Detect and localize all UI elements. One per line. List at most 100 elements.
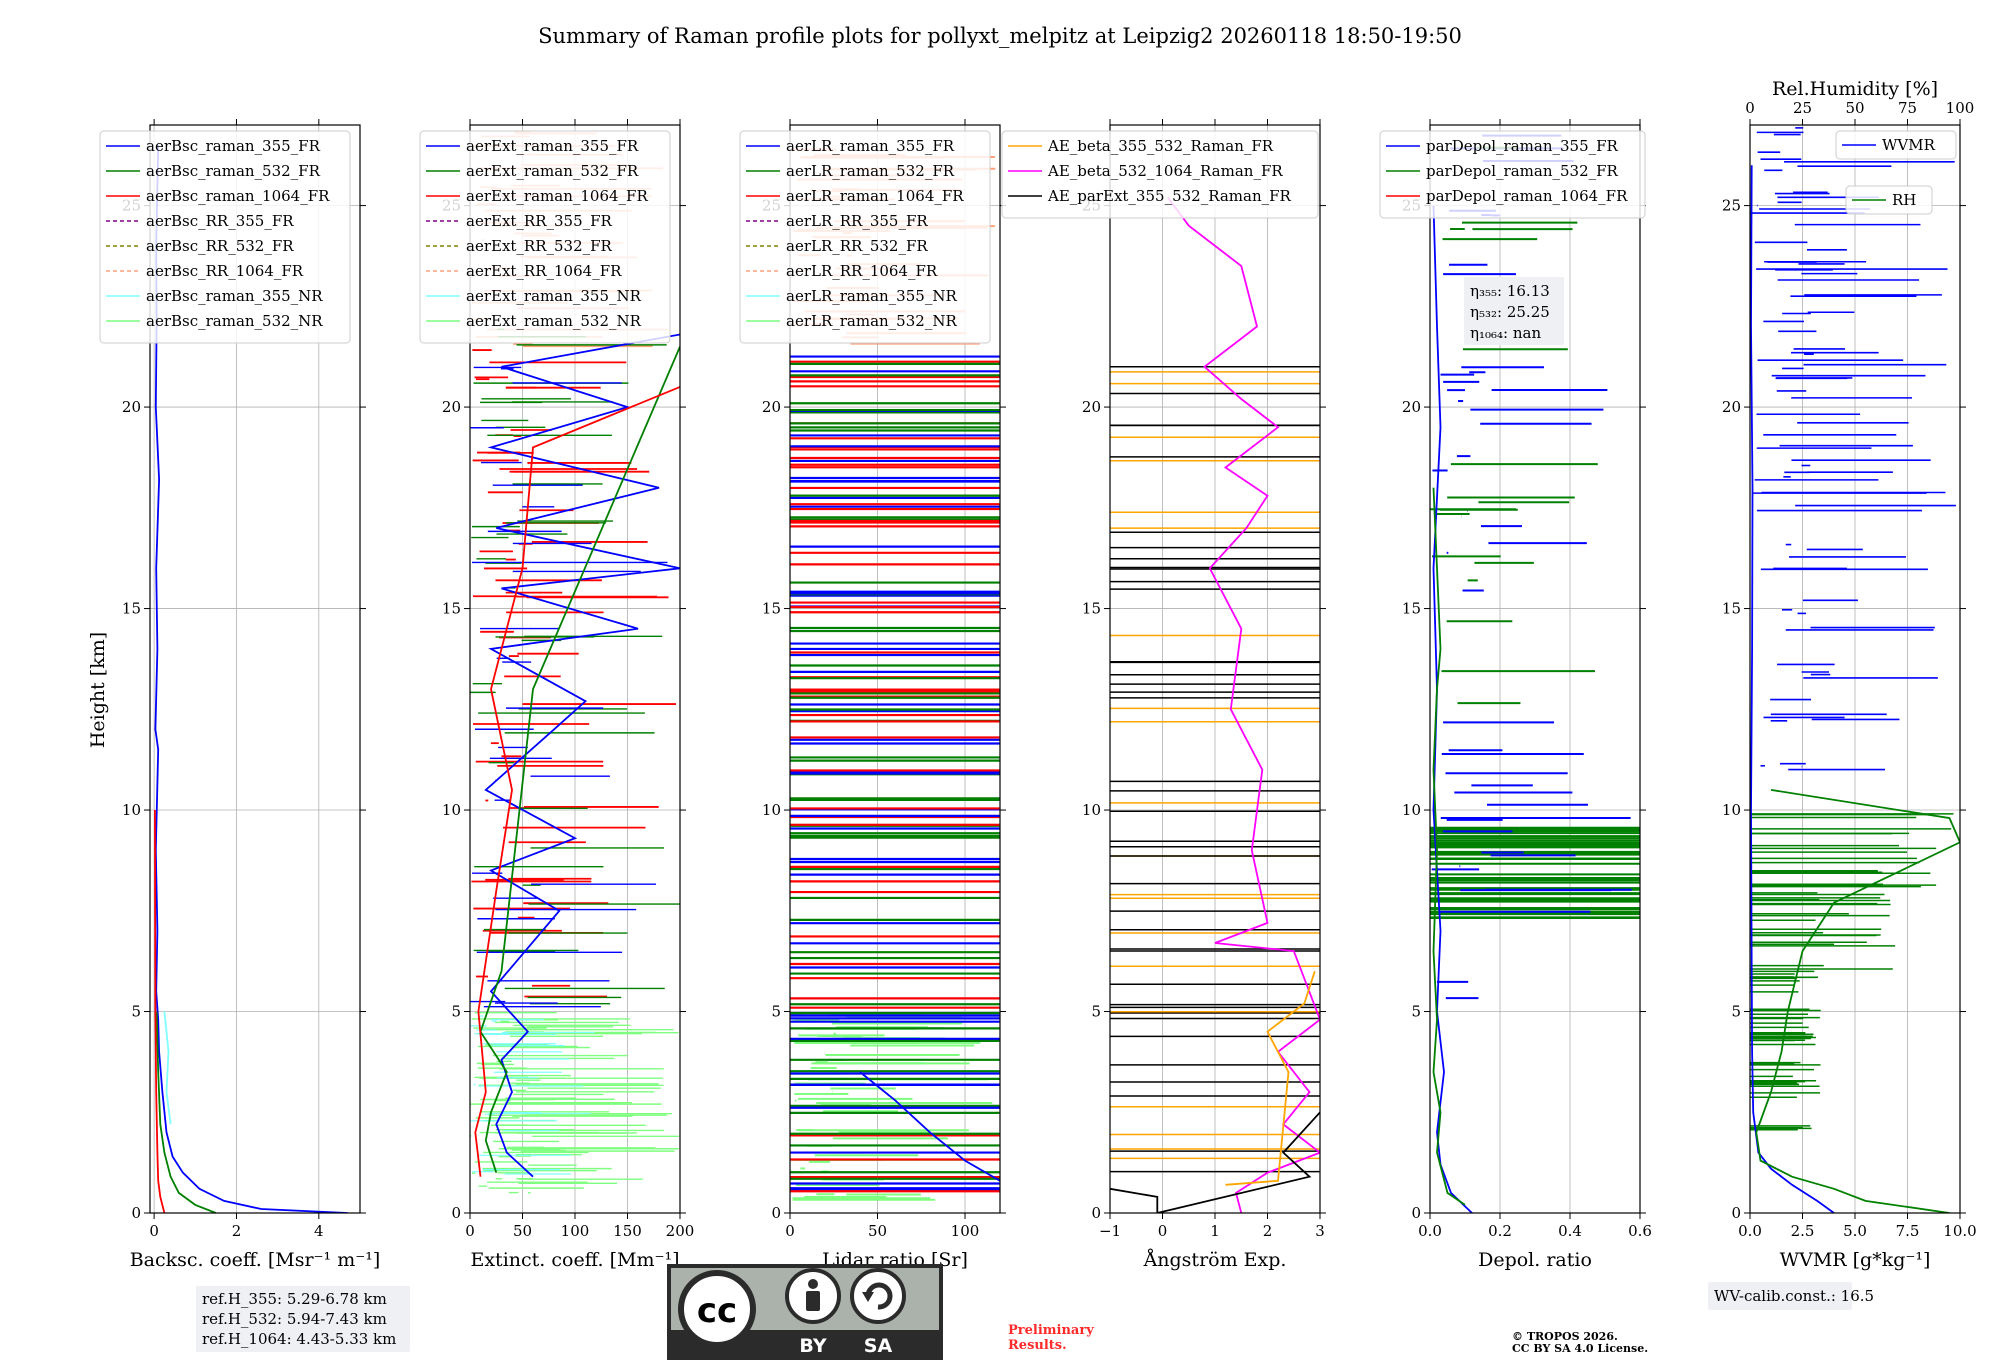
y-tick-label: 20: [122, 398, 141, 416]
y-tick-label: 15: [1722, 600, 1741, 618]
legend-lr: aerLR_raman_355_FR aerLR_raman_532_FR aerL…: [739, 130, 991, 344]
figure-title: Summary of Raman profile plots for polly…: [538, 24, 1462, 48]
legend-label: aerLR_RR_355_FR: [786, 212, 928, 230]
y-tick-label: 15: [1082, 600, 1101, 618]
y-tick-label: 20: [442, 398, 461, 416]
series-parDepol_raman_355_FR: [1432, 205, 1473, 1213]
plot-area-dep: [1430, 134, 1640, 1213]
legend-label: aerLR_raman_355_FR: [786, 137, 955, 155]
series-aerExt_raman_532_FR: [479, 346, 680, 1173]
y-tick-label: 5: [771, 1003, 781, 1021]
copyright-line-1: © TROPOS 2026.: [1512, 1330, 1618, 1343]
x-axis-label: WVMR [g*kg⁻¹]: [1780, 1249, 1931, 1271]
legend-box: [1835, 130, 1957, 160]
legend-label: AE_beta_532_1064_Raman_FR: [1047, 162, 1283, 180]
x-tick-label: 50: [513, 1222, 532, 1240]
legend-label: aerBsc_raman_355_NR: [146, 287, 323, 305]
legend-label: aerExt_RR_355_FR: [466, 212, 613, 230]
series-aerBsc_raman_355_FR: [154, 145, 348, 1213]
series-aerBsc_raman_532_FR: [155, 1011, 217, 1213]
legend-bsc: aerBsc_raman_355_FR aerBsc_raman_532_FRae…: [99, 130, 351, 344]
y-tick-label: 20: [1082, 398, 1101, 416]
legend-label: aerBsc_raman_355_FR: [146, 137, 321, 155]
x2-tick-label: 0: [1745, 99, 1755, 117]
legend-ext: aerExt_raman_355_FR aerExt_raman_532_FRae…: [419, 130, 671, 344]
cc-logo-text: cc: [697, 1291, 737, 1331]
copyright-line-2: CC BY SA 4.0 License.: [1512, 1342, 1648, 1355]
x-tick-label: 0: [1158, 1222, 1168, 1240]
y-tick-label: 10: [1402, 801, 1421, 819]
y-tick-label: 10: [762, 801, 781, 819]
y-tick-label: 5: [451, 1003, 461, 1021]
legend-wv: WVMR RH: [1835, 130, 1957, 215]
panels: 0240510152025Backsc. coeff. [Msr⁻¹ m⁻¹]a…: [99, 78, 1977, 1271]
panel-ae: −101230510152025Ångström Exp.AE_beta_355…: [1001, 119, 1326, 1271]
legend-label: parDepol_raman_1064_FR: [1426, 187, 1628, 205]
results-label: Results.: [1008, 1338, 1067, 1353]
x2-tick-label: 25: [1793, 99, 1812, 117]
y-tick-label: 5: [131, 1003, 141, 1021]
x-tick-label: −1: [1099, 1222, 1121, 1240]
x-tick-label: 150: [613, 1222, 642, 1240]
x-tick-label: 0.2: [1488, 1222, 1512, 1240]
x-tick-label: 0: [149, 1222, 159, 1240]
x-tick-label: 2: [232, 1222, 242, 1240]
x2-tick-label: 75: [1898, 99, 1917, 117]
x-tick-label: 10.0: [1943, 1222, 1976, 1240]
y-tick-label: 20: [1402, 398, 1421, 416]
y-tick-label: 15: [442, 600, 461, 618]
y-tick-label: 0: [131, 1204, 141, 1222]
wv-calib-box: WV-calib.const.: 16.5: [1708, 1282, 1874, 1310]
x-tick-label: 0.6: [1628, 1222, 1652, 1240]
x2-tick-label: 50: [1845, 99, 1864, 117]
legend-label: aerExt_raman_1064_FR: [466, 187, 648, 205]
legend-label: aerExt_RR_532_FR: [466, 237, 613, 255]
ref-height-1064: ref.H_1064: 4.43-5.33 km: [202, 1330, 396, 1348]
series-WVMR: [1750, 165, 1835, 1213]
panel-dep: 0.00.20.40.60510152025Depol. ratioparDep…: [1379, 119, 1652, 1271]
eta-value: η₅₃₂: 25.25: [1470, 303, 1550, 321]
panel-lr: 0501000510152025Lidar ratio [Sr]aerLR_ra…: [739, 119, 1006, 1271]
eta-box: η₃₅₅: 16.13 η₅₃₂: 25.25 η₁₀₆₄: nan: [1464, 277, 1564, 345]
series-aerExt_raman_1064_FR: [474, 386, 680, 1177]
legend-label: aerExt_RR_1064_FR: [466, 262, 622, 280]
y-tick-label: 0: [771, 1204, 781, 1222]
eta-value: η₃₅₅: 16.13: [1470, 282, 1550, 300]
series-RH: [1755, 789, 1960, 1213]
sa-label: SA: [864, 1335, 893, 1357]
x-tick-label: 200: [666, 1222, 695, 1240]
y-axis-label: Height [km]: [87, 632, 109, 748]
x-tick-label: 7.5: [1896, 1222, 1920, 1240]
axes-frame: [1429, 124, 1641, 1214]
legend-label: aerLR_raman_355_NR: [786, 287, 957, 305]
x-tick-label: 0.4: [1558, 1222, 1582, 1240]
axes-frame: [149, 124, 361, 1214]
sa-icon: [850, 1268, 906, 1324]
x-tick-label: 3: [1315, 1222, 1325, 1240]
x-axis-label: Depol. ratio: [1478, 1249, 1592, 1271]
y-tick-label: 10: [122, 801, 141, 819]
x2-tick-label: 100: [1946, 99, 1975, 117]
ref-height-355: ref.H_355: 5.29-6.78 km: [202, 1290, 387, 1308]
y-tick-label: 0: [451, 1204, 461, 1222]
legend-label: aerExt_raman_532_FR: [466, 162, 639, 180]
legend-box: [1001, 130, 1319, 219]
x-axis-label: Extinct. coeff. [Mm⁻¹]: [470, 1249, 679, 1271]
x2-axis-label: Rel.Humidity [%]: [1772, 78, 1938, 100]
ref-heights-box: ref.H_355: 5.29-6.78 km ref.H_532: 5.94-…: [196, 1286, 410, 1352]
series-AE_parExt_355_532_Raman_FR: [1110, 1111, 1320, 1213]
legend-box: [99, 130, 351, 344]
y-tick-label: 15: [1402, 600, 1421, 618]
legend-box: [419, 130, 671, 344]
panel-wv: 0.0 2.5 5.0 7.5 10.0 0 5 10 15 20 25 WVMR [g*kg⁻¹] 0…: [1722, 78, 1977, 1271]
y-tick-label: 10: [1082, 801, 1101, 819]
legend-dep: parDepol_raman_355_FR parDepol_raman_532_…: [1379, 130, 1646, 219]
x-tick-label: 2.5: [1791, 1222, 1815, 1240]
y-tick-label: 20: [1722, 398, 1741, 416]
series-aerBsc_raman_355_NR: [163, 1011, 172, 1125]
series-aerLR_raman_355_FR: [859, 1071, 1000, 1182]
x-tick-label: 2: [1263, 1222, 1273, 1240]
x-axis-label: Backsc. coeff. [Msr⁻¹ m⁻¹]: [130, 1249, 381, 1271]
y-tick-label: 25: [1722, 197, 1741, 215]
